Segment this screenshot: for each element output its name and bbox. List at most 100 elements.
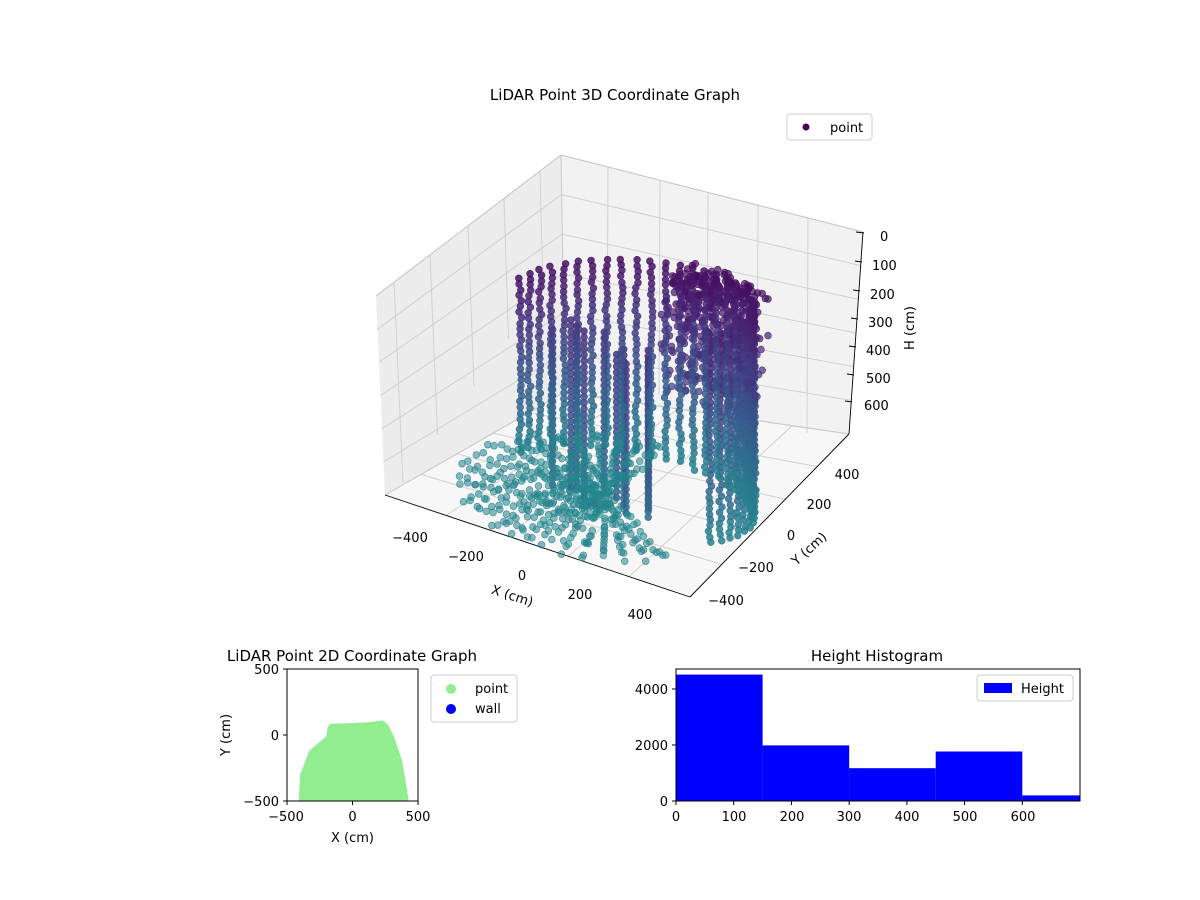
scatter-point-3d	[558, 514, 567, 523]
scatter-point-3d	[638, 465, 647, 473]
scatter-point-3d	[660, 393, 669, 402]
histogram-bar	[676, 674, 763, 801]
scatter-point-3d	[646, 363, 654, 372]
scatter-point-3d	[618, 339, 626, 348]
x-tick-label: 0	[348, 810, 356, 825]
scatter-point-3d	[743, 379, 752, 387]
scatter-point-3d	[578, 524, 587, 532]
scatter-point-3d	[618, 478, 627, 487]
scatter-point-3d	[586, 441, 595, 450]
scatter-point-3d	[689, 314, 697, 322]
scatter-point-3d	[646, 414, 654, 422]
pane-left	[376, 155, 565, 495]
scatter-point-3d	[630, 469, 638, 477]
scatter-point-3d	[631, 289, 639, 298]
scatter-point-3d	[583, 476, 592, 484]
scatter-point-3d	[706, 521, 714, 529]
scatter-point-3d	[525, 486, 534, 494]
scatter-point-3d	[668, 272, 677, 280]
scatter-point-3d	[536, 508, 544, 516]
scatter-point-3d	[616, 412, 625, 420]
chart-2d: LiDAR Point 2D Coordinate Graph −500 0 5…	[219, 647, 518, 846]
tick-marks-2d	[283, 668, 419, 805]
scatter-point-3d	[548, 535, 556, 544]
scatter-point-3d	[661, 281, 670, 289]
scatter-point-3d	[506, 517, 514, 525]
scatter-point-3d	[607, 468, 616, 477]
scatter-point-3d	[602, 283, 611, 291]
scatter-point-3d	[539, 516, 548, 524]
scatter-point-3d	[537, 541, 546, 549]
scatter-point-3d	[716, 530, 725, 539]
scatter-point-3d	[626, 459, 635, 468]
scatter-point-3d	[705, 487, 713, 496]
scatter-point-3d	[467, 493, 475, 501]
legend-swatch-height	[984, 683, 1012, 693]
scatter-point-3d	[567, 533, 575, 542]
scatter-point-3d	[496, 453, 504, 462]
scatter-point-3d	[551, 464, 559, 473]
scatter-point-3d	[617, 471, 626, 479]
scatter-point-3d	[523, 513, 532, 521]
scatter-point-3d	[701, 367, 709, 375]
scatter-point-3d	[646, 290, 655, 299]
x-tick-label: 200	[568, 588, 593, 603]
scatter-point-3d	[646, 453, 654, 461]
scatter-point-3d	[488, 502, 496, 511]
scatter-point-3d	[612, 493, 621, 502]
histogram-bar	[849, 768, 936, 801]
y-tick-label: 500	[254, 663, 279, 678]
scatter-point-3d	[574, 420, 582, 428]
scatter-point-3d	[662, 455, 670, 463]
scatter-point-3d	[715, 486, 723, 494]
scatter-point-3d	[754, 370, 763, 379]
scatter-point-3d	[498, 441, 506, 449]
scatter-points-3d	[455, 255, 772, 565]
scatter-point-3d	[571, 508, 579, 517]
scatter-point-3d	[573, 380, 581, 388]
scatter-point-3d	[639, 532, 648, 540]
scatter-point-3d	[521, 462, 530, 471]
scatter-point-3d	[568, 515, 576, 523]
legend-label-height: Height	[1021, 682, 1064, 697]
scatter-point-3d	[586, 357, 595, 365]
scatter-point-3d	[535, 383, 543, 391]
scatter-point-3d	[570, 473, 578, 482]
scatter-point-3d	[701, 356, 709, 364]
scatter-point-3d	[722, 329, 731, 337]
scatter-point-3d	[581, 457, 589, 465]
scatter-point-3d	[524, 410, 532, 418]
scatter-point-3d	[528, 533, 536, 542]
plot-frame-hist	[675, 668, 1081, 802]
x-tick-label: −500	[268, 810, 304, 825]
scatter-point-3d	[688, 358, 697, 367]
scatter-point-3d	[690, 466, 699, 474]
scatter-point-3d	[507, 529, 516, 538]
scatter-point-3d	[687, 292, 696, 300]
scatter-point-3d	[533, 489, 541, 498]
scatter-point-3d	[544, 481, 553, 490]
scatter-point-3d	[549, 489, 557, 497]
scatter-point-3d	[589, 390, 597, 399]
scatter-point-3d	[587, 532, 595, 540]
x-tick-label: 500	[953, 810, 978, 825]
scatter-point-3d	[644, 504, 653, 512]
scatter-point-3d	[536, 464, 545, 473]
chart-histogram: Height Histogram 0 100 200 300 400 500 6…	[635, 647, 1081, 825]
scatter-point-3d	[516, 358, 525, 366]
scatter-point-3d	[575, 483, 583, 491]
tick-labels-hist: 0 100 200 300 400 500 600 0 2000 4000	[635, 683, 1036, 825]
scatter-point-3d	[646, 374, 655, 383]
scatter-point-3d	[739, 463, 748, 472]
scatter-point-3d	[690, 449, 698, 457]
scatter-point-3d	[702, 334, 711, 342]
scatter-point-3d	[723, 481, 731, 489]
scatter-point-3d	[588, 513, 596, 521]
z-tick-label: 300	[868, 316, 893, 331]
scatter-point-3d	[726, 534, 734, 542]
scatter-point-3d	[548, 442, 556, 450]
scatter-point-3d	[554, 505, 563, 513]
scatter-point-3d	[551, 434, 559, 442]
scatter-point-3d	[632, 351, 640, 359]
